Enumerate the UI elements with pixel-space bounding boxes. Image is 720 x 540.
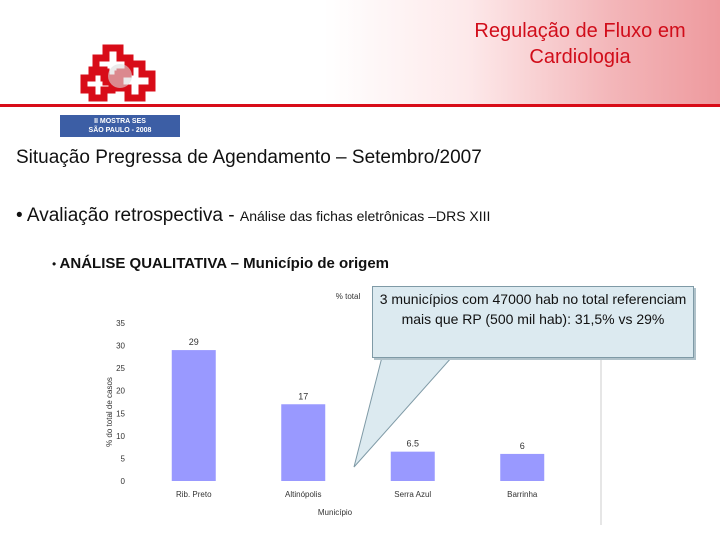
chart-border [600, 287, 602, 525]
x-tick-label: Serra Azul [394, 490, 431, 499]
y-axis-label: % do total de casos [105, 377, 114, 447]
bullet-2: • ANÁLISE QUALITATIVA – Município de ori… [52, 255, 389, 272]
logo-caption-line1: II MOSTRA SES [94, 118, 146, 125]
x-tick-label: Rib. Preto [176, 490, 212, 499]
bar-value-label: 6 [520, 441, 525, 451]
bar-value-label: 29 [189, 337, 199, 347]
bar [281, 404, 326, 481]
event-logo [58, 40, 182, 138]
section-heading: Situação Pregressa de Agendamento – Sete… [16, 147, 482, 168]
x-tick-label: Altinópolis [285, 490, 321, 499]
y-tick-label: 30 [116, 342, 125, 351]
y-tick-label: 20 [116, 387, 125, 396]
y-tick-label: 10 [116, 432, 125, 441]
y-tick-label: 5 [121, 454, 126, 463]
callout-box: 3 municípios com 47000 hab no total refe… [372, 286, 694, 358]
bullet-1-detail: Análise das fichas eletrônicas –DRS XIII [239, 208, 491, 224]
logo-caption-line2: SÃO PAULO - 2008 [88, 127, 152, 134]
header-rule [0, 104, 720, 107]
bar [500, 453, 545, 481]
chart-svg: 0 5 10 15 20 25 30 35 % do total de casos % total… [105, 292, 545, 517]
bullet-1-main: • Avaliação retrospectiva - [16, 205, 240, 226]
series-label: % total [336, 292, 361, 301]
bullet-1: • Avaliação retrospectiva - Análise das … [16, 205, 490, 227]
logo-caption: II MOSTRA SES SÃO PAULO - 2008 [60, 115, 180, 137]
bullet-2-text: ANÁLISE QUALITATIVA – Município de orige… [59, 255, 389, 272]
red-cross-logo-icon [80, 44, 156, 102]
bar-value-label: 17 [298, 391, 308, 401]
y-tick-label: 25 [116, 364, 125, 373]
bullet-2-dot: • [52, 257, 60, 271]
x-axis-label: Município [318, 508, 353, 517]
y-tick-label: 35 [116, 319, 125, 328]
bar-value-label: 6.5 [406, 439, 419, 449]
y-tick-label: 0 [121, 477, 126, 486]
slide-title: Regulação de Fluxo em Cardiologia [474, 20, 686, 68]
x-tick-label: Barrinha [507, 490, 538, 499]
bar [171, 350, 216, 481]
bar [390, 451, 435, 481]
y-tick-label: 15 [116, 409, 125, 418]
callout-pointer [353, 356, 454, 468]
